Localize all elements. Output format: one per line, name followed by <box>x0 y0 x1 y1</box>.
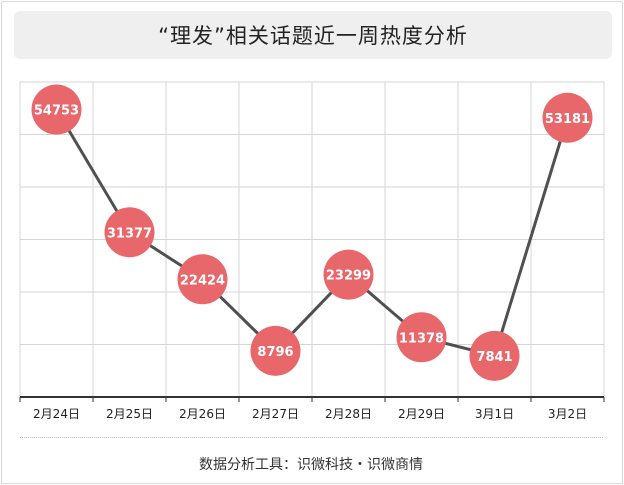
data-point-marker <box>104 207 155 258</box>
x-tick-label: 2月28日 <box>325 407 372 421</box>
x-tick-label: 2月25日 <box>106 407 153 421</box>
title-bar: “理发”相关话题近一周热度分析 <box>14 11 612 59</box>
x-tick-label: 3月2日 <box>548 407 587 421</box>
footer-credit: 数据分析工具：识微科技・识微商情 <box>199 457 423 473</box>
data-label: 54753 <box>34 104 79 119</box>
x-tick-label: 2月29日 <box>398 407 445 421</box>
data-point-marker <box>31 84 82 135</box>
data-label: 11378 <box>399 331 444 346</box>
data-point-marker <box>250 325 301 376</box>
data-point-marker <box>323 249 374 300</box>
x-tick-label: 2月24日 <box>33 407 80 421</box>
data-point-marker <box>542 92 593 143</box>
x-tick-label: 2月26日 <box>179 407 226 421</box>
data-label: 53181 <box>545 112 590 127</box>
data-point-marker <box>396 312 447 363</box>
data-label: 23299 <box>326 269 371 284</box>
x-tick-label: 2月27日 <box>252 407 299 421</box>
data-label: 22424 <box>180 273 225 288</box>
data-point-marker <box>469 330 520 381</box>
footer-divider <box>20 437 603 438</box>
data-point-marker <box>177 254 228 305</box>
chart-title: “理发”相关话题近一周热度分析 <box>158 24 468 48</box>
data-label: 7841 <box>476 350 512 365</box>
data-label: 8796 <box>257 345 293 360</box>
x-tick-label: 3月1日 <box>475 407 514 421</box>
data-label: 31377 <box>107 226 152 241</box>
